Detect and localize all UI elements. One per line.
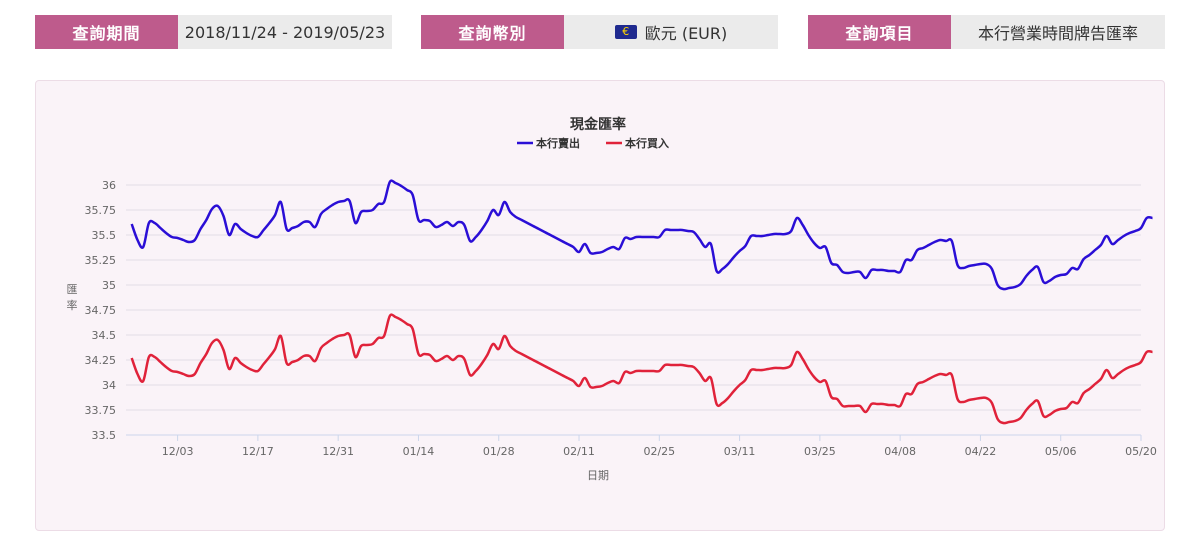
- period-label: 查詢期間: [35, 15, 178, 49]
- y-tick-label: 35.5: [92, 229, 117, 242]
- legend-item-sell[interactable]: 本行賣出: [536, 136, 580, 150]
- y-tick-label: 35.75: [85, 204, 117, 217]
- y-axis-ticks: 33.5 33.75 34 34.25 34.5 34.75 35 35.25 35.5 35.7…: [85, 179, 117, 442]
- y-tick-label: 36: [102, 179, 116, 192]
- legend-item-buy[interactable]: 本行買入: [625, 136, 669, 150]
- series-line-buy[interactable]: [130, 313, 1153, 425]
- euro-flag-icon: €: [614, 25, 637, 39]
- x-tick-label: 02/25: [643, 445, 675, 458]
- item-filter[interactable]: 查詢項目 本行營業時間牌告匯率: [808, 15, 1165, 49]
- y-axis-title: 匯率: [67, 283, 78, 312]
- x-tick-label: 12/03: [162, 445, 194, 458]
- item-value[interactable]: 本行營業時間牌告匯率: [951, 15, 1165, 49]
- x-axis-title: 日期: [587, 469, 609, 482]
- x-axis-ticks: 12/03 12/17 12/31 01/14 01/28 02/11 02/25 03/11…: [162, 435, 1157, 458]
- chart-title: 現金匯率: [570, 116, 626, 133]
- chart-series: [130, 179, 1153, 425]
- x-tick-label: 03/25: [804, 445, 836, 458]
- query-filter-bar: 查詢期間 2018/11/24 - 2019/05/23 查詢幣別 € 歐元 (…: [35, 15, 1165, 49]
- x-tick-label: 12/17: [242, 445, 274, 458]
- currency-filter[interactable]: 查詢幣別 € 歐元 (EUR): [421, 15, 778, 49]
- chart-legend: 本行賣出 本行買入: [517, 136, 669, 150]
- y-tick-label: 33.5: [92, 429, 117, 442]
- x-tick-label: 01/28: [483, 445, 515, 458]
- currency-value: 歐元 (EUR): [644, 24, 728, 43]
- y-tick-label: 35.25: [85, 254, 117, 267]
- period-filter[interactable]: 查詢期間 2018/11/24 - 2019/05/23: [35, 15, 392, 49]
- x-tick-label: 02/11: [563, 445, 595, 458]
- x-tick-label: 03/11: [724, 445, 756, 458]
- y-tick-label: 35: [102, 279, 116, 292]
- currency-label: 查詢幣別: [421, 15, 564, 49]
- chart-grid: [126, 184, 1141, 436]
- period-value[interactable]: 2018/11/24 - 2019/05/23: [178, 15, 392, 49]
- chart-panel: 現金匯率 本行賣出 本行買入 33.5 33.75 34 34.25 34.5 34.75…: [35, 80, 1165, 531]
- exchange-rate-chart: 現金匯率 本行賣出 本行買入 33.5 33.75 34 34.25 34.5 34.75…: [67, 116, 1157, 482]
- x-tick-label: 01/14: [403, 445, 435, 458]
- currency-value-box[interactable]: € 歐元 (EUR): [564, 15, 778, 49]
- y-tick-label: 34.5: [92, 329, 117, 342]
- series-line-sell[interactable]: [130, 179, 1153, 291]
- x-tick-label: 04/08: [884, 445, 916, 458]
- y-tick-label: 34: [102, 379, 116, 392]
- x-tick-label: 04/22: [965, 445, 997, 458]
- item-label: 查詢項目: [808, 15, 951, 49]
- x-tick-label: 05/06: [1045, 445, 1077, 458]
- x-tick-label: 05/20: [1125, 445, 1157, 458]
- y-tick-label: 33.75: [85, 404, 117, 417]
- y-tick-label: 34.75: [85, 304, 117, 317]
- x-tick-label: 12/31: [322, 445, 354, 458]
- y-tick-label: 34.25: [85, 354, 117, 367]
